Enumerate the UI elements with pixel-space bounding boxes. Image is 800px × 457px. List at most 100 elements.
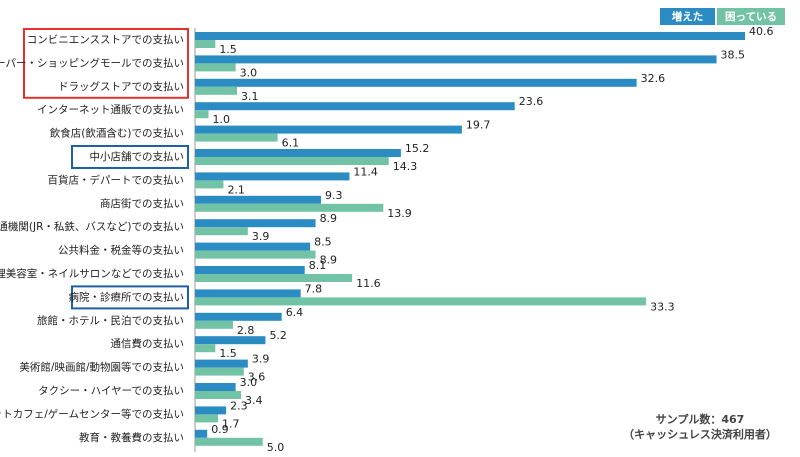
bar	[195, 180, 224, 189]
value-label: 6.4	[286, 306, 304, 319]
value-label: 3.9	[252, 230, 270, 243]
value-label: 11.4	[353, 165, 378, 178]
annotation: （キャッシュレス決済利用者）	[623, 427, 777, 441]
bar	[195, 266, 305, 274]
category-label: 公共料金・税金等の支払い	[58, 244, 184, 257]
category-label: タクシー・ハイヤーでの支払い	[38, 384, 184, 397]
bar	[195, 391, 242, 399]
value-label: 32.6	[641, 72, 666, 85]
bar	[195, 383, 236, 391]
category-label: コンビニエンスストアでの支払い	[27, 33, 184, 46]
value-label: 7.8	[305, 282, 323, 295]
bar	[195, 336, 266, 345]
value-label: 3.0	[240, 66, 257, 79]
bar	[195, 429, 208, 438]
bar	[195, 149, 401, 157]
value-label: 0.9	[211, 423, 229, 436]
category-label: 教育・教養費の支払い	[79, 431, 184, 444]
value-label: 11.6	[356, 277, 381, 290]
bar	[195, 242, 311, 251]
bar	[195, 40, 216, 48]
category-label: ドラッグストアでの支払い	[58, 80, 184, 93]
value-label: 8.1	[309, 259, 327, 272]
value-label: 3.1	[241, 90, 258, 103]
bar	[195, 297, 647, 306]
legend-label: 増えた	[672, 10, 704, 23]
bar	[195, 367, 244, 376]
bar	[195, 32, 745, 40]
category-label: 百貨店・デパートでの支払い	[48, 173, 185, 186]
category-label: 通信費の支払い	[111, 337, 185, 350]
bar	[195, 219, 316, 228]
value-label: 23.6	[519, 95, 544, 108]
category-label: インターネット通販での支払い	[37, 103, 184, 116]
value-label: 38.5	[721, 48, 746, 61]
value-label: 14.3	[393, 160, 418, 173]
value-label: 1.7	[222, 417, 240, 430]
bar	[195, 344, 216, 353]
bar	[195, 203, 384, 212]
category-label: スーパー・ショッピングモールでの支払い	[0, 56, 184, 69]
value-label: 40.6	[749, 25, 774, 38]
value-label: 2.1	[227, 183, 245, 196]
value-label: 3.6	[248, 371, 266, 384]
value-label: 3.4	[245, 394, 263, 407]
bar	[195, 78, 637, 87]
category-label: 病院・診療所での支払い	[69, 290, 185, 303]
bar	[195, 274, 353, 282]
bar	[195, 359, 248, 368]
label-highlight	[71, 285, 189, 310]
bar	[195, 172, 350, 181]
value-label: 8.5	[314, 236, 332, 249]
value-label: 8.9	[320, 212, 338, 225]
bar	[195, 437, 263, 446]
bar	[195, 289, 301, 298]
value-label: 13.9	[387, 207, 412, 220]
value-label: 6.1	[282, 137, 300, 150]
value-label: 2.3	[230, 399, 248, 412]
bar	[195, 133, 278, 142]
category-label: 理美容室・ネイルサロンなどでの支払い	[0, 267, 184, 280]
bar	[195, 195, 321, 204]
value-label: 33.3	[650, 300, 675, 313]
bar	[195, 320, 233, 329]
value-label: 2.8	[237, 324, 255, 337]
value-label: 3.9	[252, 353, 270, 366]
category-label: 美術館/映画館/動物園等での支払い	[19, 361, 184, 374]
bar	[195, 312, 282, 321]
bar	[195, 227, 248, 236]
annotation: サンプル数：467	[656, 412, 745, 426]
bar	[195, 55, 717, 64]
legend-swatch	[660, 8, 715, 25]
category-label: 旅館・ホテル・民泊での支払い	[37, 314, 184, 327]
category-label: 飲食店(飲酒含む)での支払い	[50, 127, 184, 140]
value-label: 3.0	[240, 376, 257, 389]
bar	[195, 157, 389, 165]
bar	[195, 86, 237, 95]
bar	[195, 110, 209, 119]
value-label: 19.7	[466, 119, 491, 132]
legend-swatch	[717, 8, 785, 25]
category-label: 商店街での支払い	[100, 197, 184, 210]
bar	[195, 406, 227, 415]
value-label: 15.2	[405, 142, 430, 155]
value-label: 5.0	[267, 441, 285, 454]
value-label: 1.5	[219, 43, 237, 56]
bar	[195, 102, 515, 111]
value-label: 1.5	[219, 347, 237, 360]
value-label: 9.3	[325, 189, 343, 202]
bar	[195, 125, 462, 134]
category-label: 中小店舗での支払い	[90, 150, 185, 163]
bar	[195, 414, 219, 423]
category-label: 交通機関(JR・私鉄、バスなど)での支払い	[0, 220, 184, 233]
label-highlight	[23, 28, 189, 99]
legend-label: 困っている	[725, 11, 777, 23]
bar	[195, 63, 236, 72]
category-label: ネットカフェ/ゲームセンター等での支払い	[0, 407, 184, 420]
bar	[195, 250, 316, 259]
value-label: 1.0	[213, 113, 231, 126]
value-label: 5.2	[269, 329, 287, 342]
value-label: 8.9	[320, 254, 338, 267]
label-highlight	[71, 145, 189, 169]
